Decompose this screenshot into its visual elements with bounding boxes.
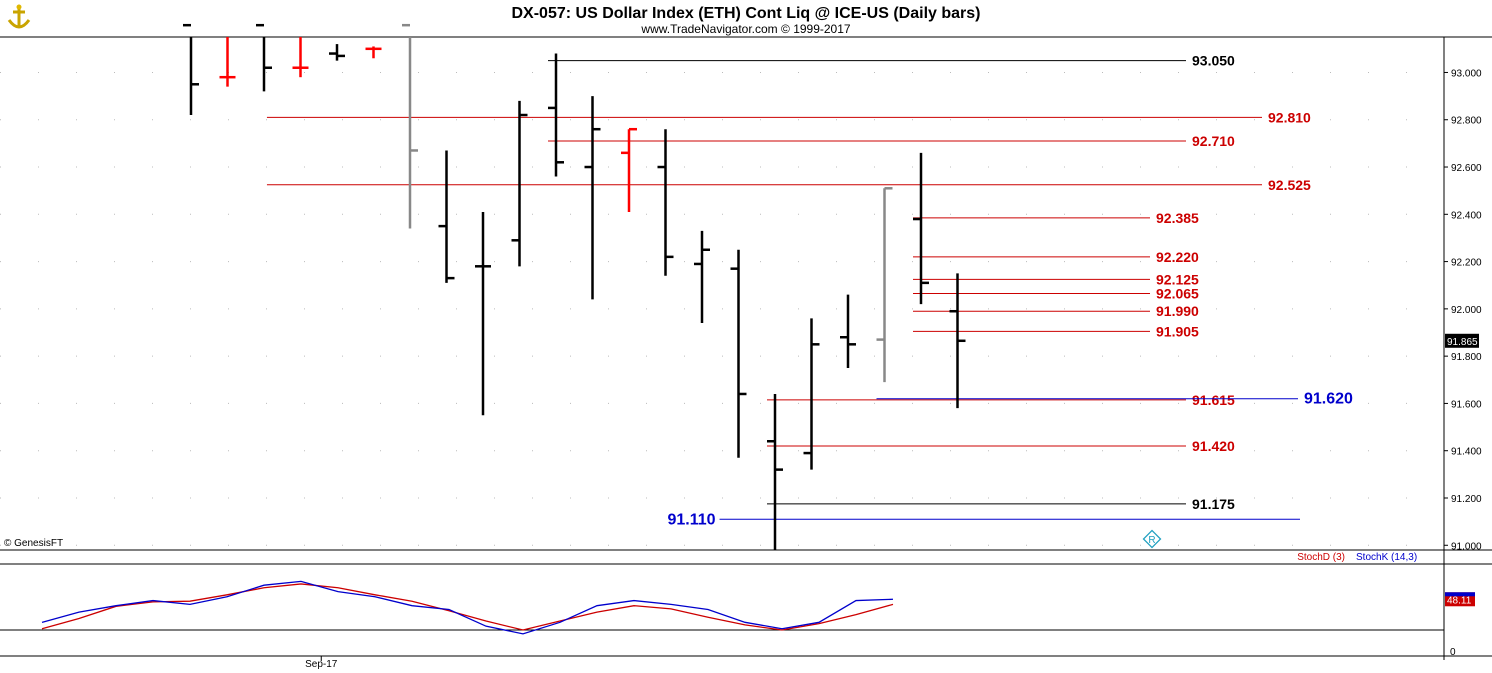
level-label: 91.990 xyxy=(1156,303,1199,319)
ohlc-bar xyxy=(183,23,199,116)
level-label: 91.620 xyxy=(1304,391,1353,408)
ohlc-bar xyxy=(803,318,820,470)
stoch-last-box-top xyxy=(1445,592,1475,597)
level-label: 92.810 xyxy=(1268,109,1311,125)
stochk-legend: StochK (14,3) xyxy=(1356,552,1417,563)
level-label: 91.615 xyxy=(1192,392,1235,408)
y-tick-label: 91.200 xyxy=(1451,494,1482,505)
stoch-y-tick: 0 xyxy=(1450,647,1456,658)
y-tick-label: 91.800 xyxy=(1451,352,1482,363)
ohlc-bar xyxy=(292,37,309,78)
chart-subtitle: www.TradeNavigator.com © 1999-2017 xyxy=(640,22,850,36)
ohlc-bar xyxy=(657,129,674,276)
y-tick-label: 92.800 xyxy=(1451,116,1482,127)
ohlc-bar xyxy=(840,294,856,368)
x-tick-label: Sep-17 xyxy=(305,659,338,670)
y-tick-label: 91.400 xyxy=(1451,447,1482,458)
ohlc-bar xyxy=(584,96,601,300)
ohlc-bar xyxy=(694,230,710,324)
stochk-line xyxy=(41,580,894,635)
price-panel: 93.000 92.800 92.600 92.400 92.200 92.000 91.8… xyxy=(0,23,1492,660)
stochd-legend: StochD (3) xyxy=(1297,552,1345,563)
anchor-logo-icon xyxy=(7,4,31,29)
ohlc-bar xyxy=(256,23,272,92)
last-price-label: 91.865 xyxy=(1447,337,1478,348)
ohlc-bar xyxy=(402,23,418,229)
ohlc-bar xyxy=(876,187,893,383)
ohlc-bar xyxy=(475,211,491,416)
ohlc-bar xyxy=(548,53,564,177)
ohlc-bar xyxy=(730,249,747,458)
stochd-line xyxy=(41,583,894,631)
y-tick-label: 91.600 xyxy=(1451,399,1482,410)
ohlc-bar xyxy=(621,127,637,212)
ohlc-bar xyxy=(511,100,528,267)
ohlc-bar xyxy=(365,46,382,59)
stochastic-panel: StochD (3) StochK (14,3) 0 48.11 xyxy=(0,552,1492,658)
ohlc-bar xyxy=(913,152,929,305)
y-tick-label: 92.000 xyxy=(1451,305,1482,316)
level-label: 91.905 xyxy=(1156,323,1199,339)
ohlc-bar xyxy=(219,37,236,87)
chart-title: DX-057: US Dollar Index (ETH) Cont Liq @… xyxy=(512,5,981,22)
price-y-axis: 93.000 92.800 92.600 92.400 92.200 92.000 91.8… xyxy=(1444,68,1482,552)
level-label: 91.110 xyxy=(667,511,715,528)
y-tick-label: 93.000 xyxy=(1451,68,1482,79)
level-label: 92.710 xyxy=(1192,133,1235,149)
level-label: 92.385 xyxy=(1156,210,1199,226)
y-tick-label: 92.600 xyxy=(1451,163,1482,174)
level-label: 91.175 xyxy=(1192,496,1235,512)
ohlc-bar xyxy=(767,393,783,550)
last-price-box xyxy=(1445,333,1479,348)
level-label: 92.065 xyxy=(1156,286,1199,302)
x-axis: Sep-17 xyxy=(305,656,338,670)
y-tick-label: 91.000 xyxy=(1451,541,1482,552)
ohlc-bar xyxy=(438,150,455,283)
level-label: 93.050 xyxy=(1192,53,1235,69)
level-label: 92.525 xyxy=(1268,177,1311,193)
r-diamond-icon[interactable]: R xyxy=(1142,529,1162,549)
level-label: 92.220 xyxy=(1156,249,1199,265)
stoch-last-label: 48.11 xyxy=(1447,595,1472,606)
y-tick-label: 92.400 xyxy=(1451,210,1482,221)
y-tick-label: 92.200 xyxy=(1451,258,1482,269)
level-label: 92.125 xyxy=(1156,271,1199,287)
ohlc-bar xyxy=(329,44,345,61)
svg-text:R: R xyxy=(1148,535,1155,546)
level-label: 91.420 xyxy=(1192,438,1235,454)
copyright-label: © GenesisFT xyxy=(4,538,63,549)
ohlc-bar xyxy=(949,273,966,409)
